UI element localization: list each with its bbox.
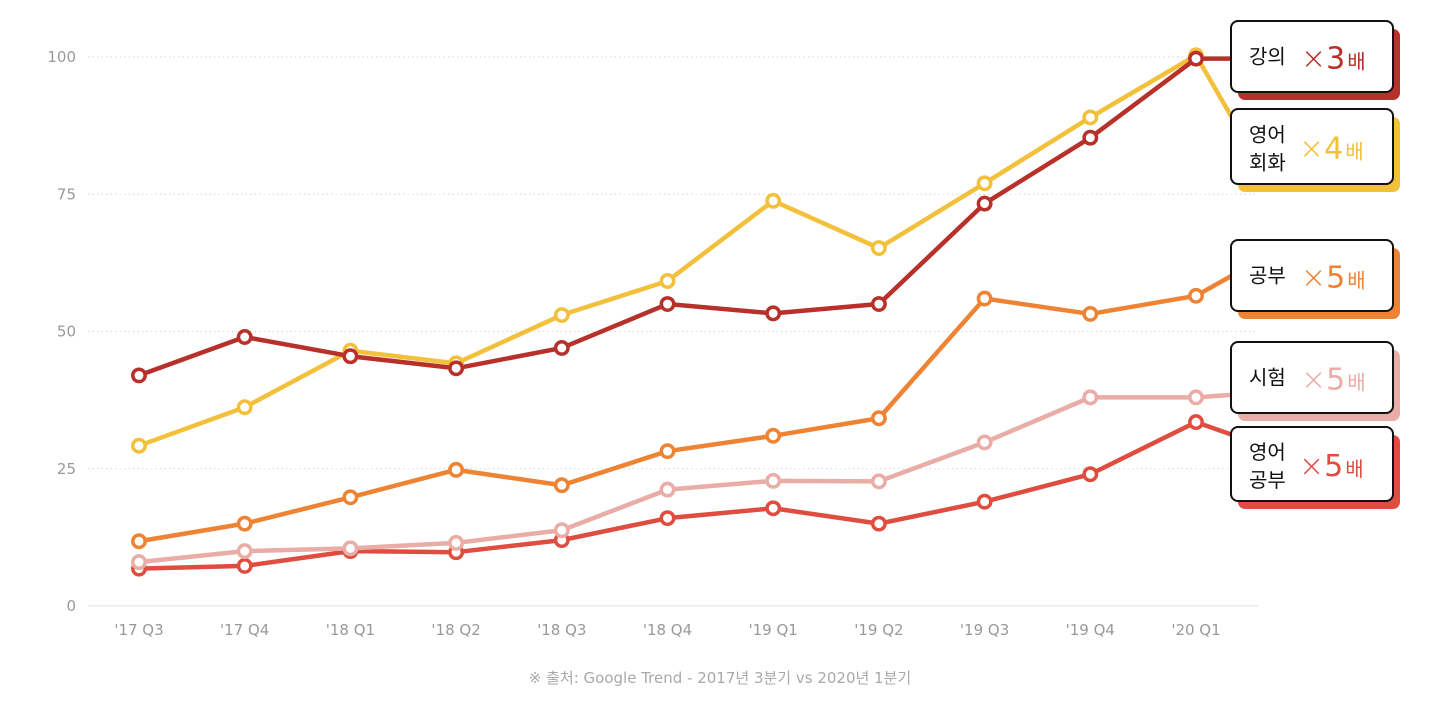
source-note: ※ 출처: Google Trend - 2017년 3분기 vs 2020년 … xyxy=(529,669,911,687)
series-label-box xyxy=(1230,341,1394,414)
series-label-lecture: 강의 ×3 배 xyxy=(1230,20,1400,100)
series-point-english-study xyxy=(870,515,887,532)
series-point-english-study xyxy=(1082,466,1099,483)
y-tick-label: 0 xyxy=(66,597,76,615)
series-name: 시험 xyxy=(1249,366,1286,390)
series-label-box xyxy=(1230,108,1394,185)
series-point-lecture xyxy=(131,367,147,384)
series-point-conversation xyxy=(659,273,676,289)
series-label-box xyxy=(1230,239,1394,312)
series-point-exam xyxy=(131,554,147,571)
series-point-exam xyxy=(236,543,253,560)
series-label-box xyxy=(1230,20,1394,93)
series-point-conversation xyxy=(236,399,253,416)
series-point-study xyxy=(1082,305,1099,322)
series-name: 공부 xyxy=(1249,468,1286,492)
series-point-exam xyxy=(765,472,782,489)
series-point-conversation xyxy=(553,307,570,323)
x-tick-label: '18 Q4 xyxy=(643,621,692,639)
series-name: 공부 xyxy=(1249,264,1286,288)
x-tick-label: '17 Q4 xyxy=(220,621,269,639)
series-point-study xyxy=(553,477,570,494)
y-tick-label: 25 xyxy=(57,460,76,478)
series-point-study xyxy=(342,489,359,506)
y-tick-label: 50 xyxy=(57,323,76,341)
series-point-exam xyxy=(659,481,676,498)
series-point-lecture xyxy=(765,305,782,322)
x-tick-label: '17 Q3 xyxy=(114,621,163,639)
series-point-english-study xyxy=(659,510,676,527)
series-name: 영어 xyxy=(1249,440,1286,464)
series-point-study xyxy=(659,443,676,460)
series-point-study xyxy=(1188,287,1204,304)
series-point-lecture xyxy=(1082,129,1099,146)
series-point-exam xyxy=(1188,389,1204,406)
y-tick-label: 75 xyxy=(57,185,76,203)
series-point-lecture xyxy=(448,360,465,377)
series-point-lecture xyxy=(236,329,253,345)
x-tick-label: '19 Q3 xyxy=(960,621,1009,639)
x-tick-label: '19 Q4 xyxy=(1066,621,1115,639)
series-name: 회화 xyxy=(1249,151,1286,175)
series-point-conversation xyxy=(765,192,782,209)
x-tick-label: '18 Q1 xyxy=(326,621,375,639)
x-tick-label: '20 Q1 xyxy=(1171,621,1220,639)
series-point-english-study xyxy=(1188,414,1204,431)
series-label-box xyxy=(1230,426,1394,502)
gridlines xyxy=(88,56,1258,607)
series-multiplier: ×5 배 xyxy=(1301,261,1366,296)
series-point-exam xyxy=(342,540,359,557)
series-point-study xyxy=(765,427,782,444)
series-line-lecture xyxy=(136,56,1199,378)
series-point-english-study xyxy=(765,500,782,517)
series-point-study xyxy=(236,515,253,532)
series-point-study xyxy=(870,410,887,427)
series-point-english-study xyxy=(236,557,253,574)
series-multiplier: ×4 배 xyxy=(1299,132,1364,167)
series-multiplier: ×5 배 xyxy=(1301,363,1366,398)
series-name: 강의 xyxy=(1249,45,1286,69)
series-point-exam xyxy=(870,473,887,490)
y-tick-label: 100 xyxy=(47,48,76,66)
series-label-connectors xyxy=(1193,53,1238,439)
series-point-lecture xyxy=(976,195,993,212)
series-point-conversation xyxy=(976,175,993,192)
series-point-exam xyxy=(448,534,465,551)
series-connector-conversation xyxy=(1193,53,1238,126)
series-point-conversation xyxy=(1082,109,1099,126)
series-line-exam xyxy=(136,395,1199,565)
series-point-study xyxy=(976,290,993,307)
series-point-exam xyxy=(553,522,570,539)
series-point-lecture xyxy=(553,340,570,356)
series-point-study xyxy=(131,533,147,550)
series-points xyxy=(131,47,1204,577)
x-tick-label: '19 Q1 xyxy=(749,621,798,639)
series-line-conversation xyxy=(136,53,1199,448)
x-tick-label: '19 Q2 xyxy=(854,621,903,639)
x-axis: '17 Q3 '17 Q4 '18 Q1 '18 Q2 '18 Q3 '18 Q4 '19 … xyxy=(114,621,1220,639)
series-point-exam xyxy=(976,434,993,451)
series-point-lecture xyxy=(1188,50,1204,67)
series-point-conversation xyxy=(870,240,887,257)
x-tick-label: '18 Q2 xyxy=(431,621,480,639)
x-tick-label: '18 Q3 xyxy=(537,621,586,639)
series-point-conversation xyxy=(131,437,147,454)
y-axis: 0 25 50 75 100 xyxy=(47,48,76,615)
series-point-english-study xyxy=(976,493,993,510)
series-label-exam: 시험 ×5 배 xyxy=(1230,341,1400,421)
series-point-study xyxy=(448,461,465,478)
series-point-exam xyxy=(1082,389,1099,406)
series-multiplier: ×5 배 xyxy=(1299,449,1364,484)
series-point-lecture xyxy=(870,296,887,312)
series-multiplier: ×3 배 xyxy=(1301,42,1366,77)
series-point-lecture xyxy=(659,296,676,312)
series-label-study: 공부 ×5 배 xyxy=(1230,239,1400,319)
series-point-lecture xyxy=(342,348,359,365)
series-name: 영어 xyxy=(1249,123,1286,147)
